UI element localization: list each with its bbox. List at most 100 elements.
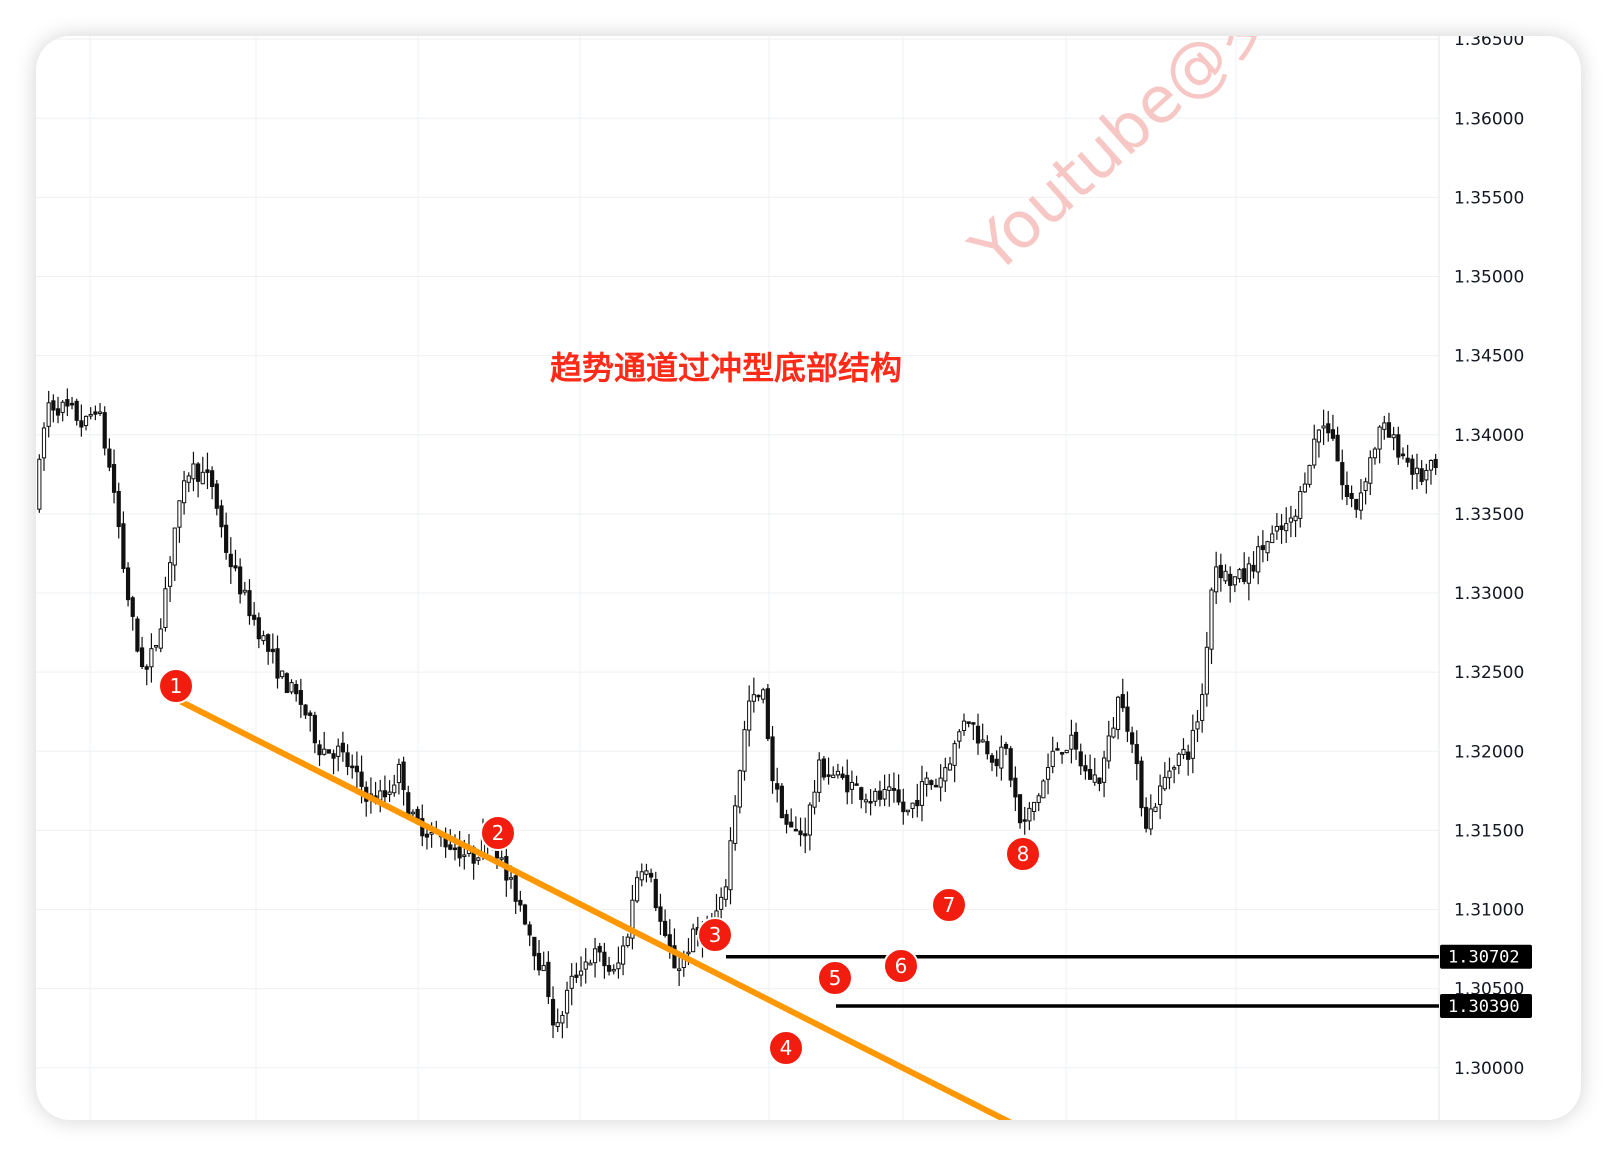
candle-body-down (139, 647, 145, 668)
candle-body-down (1433, 458, 1438, 469)
candle-body-down (929, 780, 934, 786)
price-chart[interactable]: Youtube@罗 1.300001.305001.310001.315001.… (36, 36, 1581, 1120)
candle-body-down (522, 904, 528, 925)
candle-body-down (205, 469, 210, 473)
candle-body-up (1298, 491, 1303, 519)
candle-body-up (555, 1022, 560, 1028)
marker-number: 6 (895, 954, 908, 978)
candle-body-down (256, 617, 261, 640)
marker-number: 3 (709, 923, 722, 947)
candle-body-up (1116, 696, 1121, 730)
marker-number: 2 (492, 821, 505, 845)
candle-body-down (994, 758, 999, 767)
candle-body-down (550, 998, 556, 1026)
candle-body-up (588, 962, 593, 966)
candle-body-down (354, 765, 359, 773)
candle-body-up (1284, 523, 1289, 532)
candle-body-down (252, 614, 257, 620)
candle-body-down (317, 744, 322, 756)
candle-body-up (1148, 808, 1153, 830)
candle-body-up (336, 745, 341, 757)
candle-body-up (947, 763, 953, 771)
candle-body-up (1312, 438, 1317, 466)
candle-body-down (448, 844, 453, 850)
candle-body-down (1008, 748, 1013, 781)
candle-body-up (1041, 780, 1046, 799)
candles (37, 388, 1438, 1039)
candle-body-up (1382, 422, 1387, 430)
candle-body-up (733, 805, 738, 844)
candle-body-down (247, 590, 252, 617)
candle-body-down (845, 774, 850, 793)
candle-body-up (1092, 774, 1097, 783)
candle-body-down (219, 505, 224, 528)
candle-body-down (340, 742, 345, 753)
candle-body-down (574, 974, 579, 978)
candle-body-up (980, 739, 985, 743)
marker-number: 5 (829, 966, 842, 990)
candle-body-up (719, 896, 724, 910)
grid (36, 36, 1440, 1120)
candle-body-down (1003, 743, 1009, 749)
candle-body-up (41, 427, 47, 459)
candle-body-down (901, 801, 906, 813)
candle-body-up (1031, 801, 1037, 812)
candle-body-up (322, 748, 327, 755)
candle-body-up (560, 1014, 565, 1024)
marker-number: 8 (1017, 842, 1030, 866)
candle-body-up (957, 731, 962, 742)
candle-body-down (1087, 768, 1093, 780)
candle-body-down (1405, 457, 1410, 463)
candle-body-up (737, 770, 742, 808)
candle-body-down (653, 878, 658, 909)
candle-body-down (868, 800, 873, 804)
candle-body-up (476, 857, 481, 861)
candle-body-down (125, 567, 131, 601)
candle-body-up (1424, 469, 1429, 481)
candle-body-down (1335, 434, 1340, 462)
candle-body-up (429, 831, 434, 835)
candle-body-up (578, 970, 584, 976)
candle-body-down (196, 463, 201, 482)
candle-body-down (840, 773, 845, 778)
candle-body-up (172, 527, 177, 566)
price-tick-label: 1.32500 (1454, 663, 1524, 683)
candle-body-down (1251, 564, 1256, 572)
candle-body-up (1321, 425, 1326, 429)
candle-body-up (952, 743, 957, 766)
candle-body-up (1069, 734, 1074, 750)
candle-body-down (896, 789, 901, 803)
candle-body-down (270, 648, 275, 653)
candle-body-down (238, 566, 243, 595)
candle-body-down (779, 785, 784, 819)
candle-body-down (359, 771, 364, 787)
candle-body-up (1214, 566, 1219, 593)
candle-body-up (639, 871, 644, 881)
candle-body-up (1237, 569, 1242, 580)
candle-body-up (835, 770, 841, 776)
watermark-text: Youtube@罗 (956, 36, 1292, 289)
candle-body-down (424, 833, 430, 838)
candle-body-up (611, 968, 616, 972)
candle-body-down (1344, 484, 1350, 497)
candle-body-up (1176, 753, 1181, 766)
candle-body-up (1414, 467, 1420, 475)
candle-body-up (1358, 492, 1364, 511)
candle-body-up (1377, 426, 1382, 450)
candle-body-down (382, 790, 388, 798)
trendline (174, 696, 1013, 1120)
candle-body-up (569, 975, 574, 989)
price-tick-label: 1.33500 (1454, 505, 1524, 525)
candle-body-up (1200, 694, 1205, 721)
candle-body-up (592, 948, 598, 964)
candle-body-down (775, 783, 780, 790)
candle-body-down (798, 830, 803, 836)
candle-body-up (1045, 767, 1051, 780)
candle-body-down (74, 400, 79, 421)
candle-body-down (1139, 760, 1144, 809)
candle-body-down (294, 683, 299, 695)
candle-body-down (1134, 744, 1139, 765)
candle-body-down (69, 402, 75, 406)
candle-body-up (1204, 646, 1209, 695)
candle-body-up (564, 989, 570, 1014)
